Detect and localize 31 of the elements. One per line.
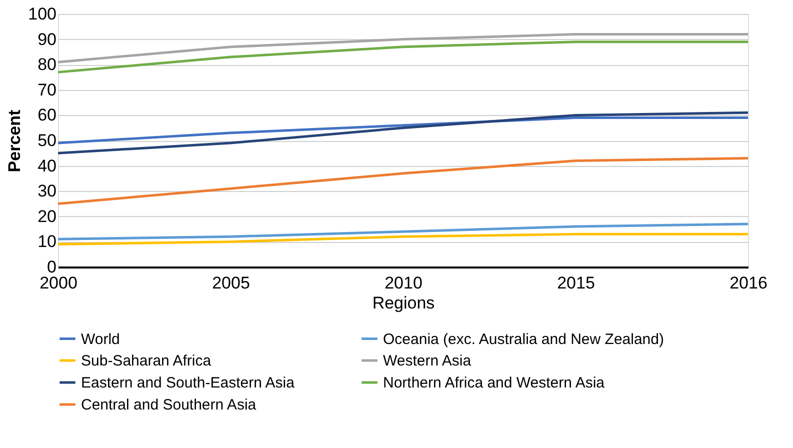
y-tick-label: 80 [38, 55, 56, 74]
legend-label: Western Asia [383, 352, 472, 370]
line-series [56, 232, 750, 246]
y-tick-label: 0 [47, 258, 56, 276]
y-tick-label: 100 [28, 4, 56, 24]
x-tick-label: 2000 [40, 274, 78, 292]
y-tick-label: 50 [38, 131, 56, 150]
legend-label: World [81, 330, 120, 348]
y-tick-label: 10 [38, 232, 56, 252]
y-tick-label: 60 [38, 106, 56, 125]
legend-label: Northern Africa and Western Asia [383, 374, 606, 392]
line-series [56, 156, 750, 205]
x-tick-label: 2005 [212, 274, 250, 292]
y-axis-title: Percent [5, 109, 24, 172]
legend-label: Sub-Saharan Africa [81, 352, 212, 370]
x-axis-title: Regions [372, 294, 435, 312]
legend-label: Oceania (exc. Australia and New Zealand) [383, 330, 664, 348]
y-tick-label: 30 [38, 182, 56, 201]
x-tick-label: 2016 [730, 274, 768, 292]
y-tick-label: 90 [38, 30, 56, 49]
legend-label: Eastern and South-Eastern Asia [81, 374, 296, 392]
y-tick-label: 70 [38, 80, 56, 100]
line-series [56, 111, 750, 154]
x-tick-label: 2015 [557, 274, 595, 292]
y-tick-label: 20 [38, 206, 56, 226]
x-tick-label: 2010 [384, 274, 422, 292]
line-series [56, 40, 750, 74]
y-tick-label: 40 [38, 156, 56, 176]
legend-label: Central and Southern Asia [81, 396, 257, 414]
line-series [56, 32, 750, 64]
line-series [56, 222, 750, 240]
